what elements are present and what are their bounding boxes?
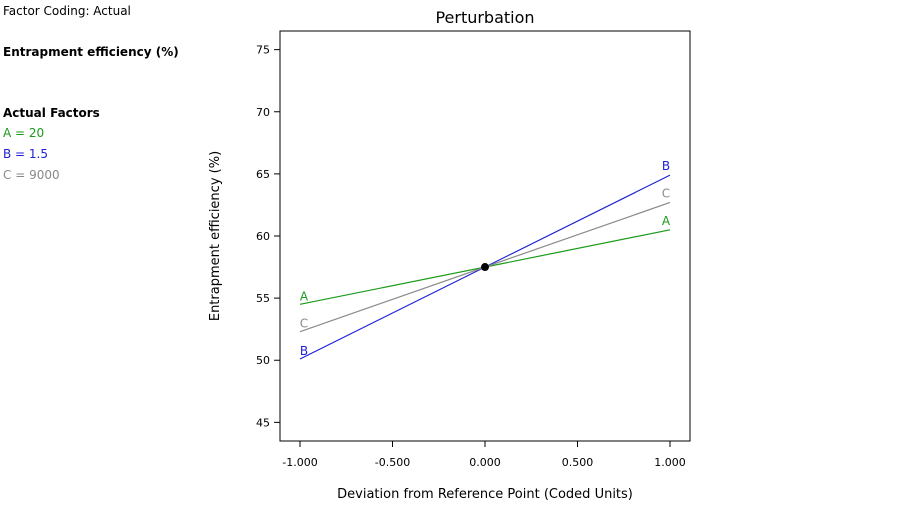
series-label-a-start: A <box>300 289 309 303</box>
y-tick-label: 65 <box>256 168 270 181</box>
y-tick-label: 75 <box>256 44 270 57</box>
series-label-a-end: A <box>662 214 671 228</box>
y-tick-label: 50 <box>256 354 270 367</box>
x-tick-label: -0.500 <box>375 456 410 469</box>
x-tick-label: 1.000 <box>654 456 686 469</box>
x-tick-label: -1.000 <box>282 456 317 469</box>
y-tick-label: 45 <box>256 416 270 429</box>
series-label-b-start: B <box>300 344 308 358</box>
x-axis-label: Deviation from Reference Point (Coded Un… <box>337 487 633 502</box>
chart-title: Perturbation <box>435 8 534 27</box>
axes: 45 50 55 60 65 70 75 -1.000 -0.500 0.000 0.500 1.00… <box>256 44 686 469</box>
x-tick-label: 0.000 <box>469 456 501 469</box>
factor-coding-label: Factor Coding: Actual <box>3 4 131 18</box>
series-label-c-end: C <box>662 186 670 200</box>
series-label-b-end: B <box>662 159 670 173</box>
response-name: Entrapment efficiency (%) <box>3 45 179 59</box>
factor-c-value: C = 9000 <box>3 168 60 182</box>
plot-area <box>279 30 691 442</box>
y-tick-label: 55 <box>256 292 270 305</box>
series-label-c-start: C <box>300 317 308 331</box>
y-tick-label: 70 <box>256 106 270 119</box>
actual-factors-title: Actual Factors <box>3 106 100 120</box>
x-tick-label: 0.500 <box>562 456 594 469</box>
factor-a-value: A = 20 <box>3 126 45 140</box>
factor-b-value: B = 1.5 <box>3 147 48 161</box>
y-tick-label: 60 <box>256 230 270 243</box>
y-axis-label: Entrapment efficiency (%) <box>208 151 223 321</box>
reference-point-marker <box>481 263 489 272</box>
